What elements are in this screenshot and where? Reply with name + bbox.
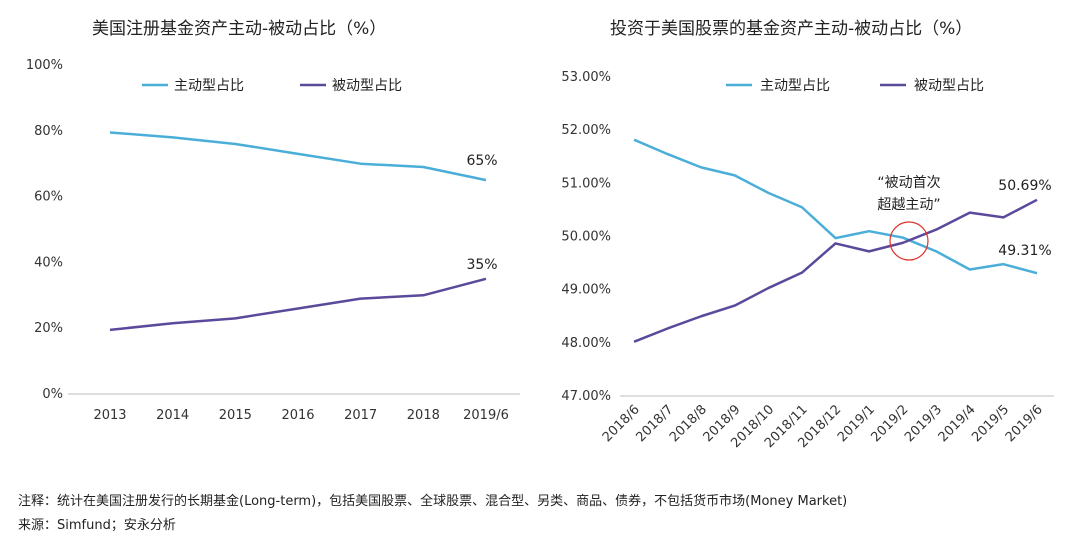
left-y-tick-label: 20% xyxy=(34,321,63,336)
left-x-tick-label: 2019/6 xyxy=(463,408,509,423)
right-y-tick-label: 49.00% xyxy=(561,283,611,298)
left-y-tick-label: 40% xyxy=(34,255,63,270)
right-chart-title: 投资于美国股票的基金资产主动-被动占比（%） xyxy=(610,19,973,39)
right-y-tick-label: 47.00% xyxy=(561,389,611,404)
left-legend-passive-label: 被动型占比 xyxy=(332,78,402,94)
right-y-tick-label: 50.00% xyxy=(561,230,611,245)
footnote: 注释：统计在美国注册发行的长期基金(Long-term)，包括美国股票、全球股票… xyxy=(18,494,848,509)
right-passive-end-label: 50.69% xyxy=(998,178,1051,194)
right-series-line-active xyxy=(633,138,1038,275)
left-y-tick-label: 100% xyxy=(26,58,63,73)
left-x-tick-label: 2013 xyxy=(93,408,126,423)
left-x-tick-label: 2018 xyxy=(407,408,440,423)
left-active-end-label: 65% xyxy=(466,153,497,169)
left-chart-title: 美国注册基金资产主动-被动占比（%） xyxy=(92,19,387,39)
left-x-tick-label: 2017 xyxy=(344,408,377,423)
charts-canvas: 0% 20% 40% 60% 80% 100% 2013 2014 2015 2016 2017 20… xyxy=(26,58,1054,451)
right-y-tick-label: 53.00% xyxy=(561,70,611,85)
right-y-tick-label: 51.00% xyxy=(561,176,611,191)
left-legend-active-label: 主动型占比 xyxy=(174,78,244,94)
left-x-tick-label: 2014 xyxy=(156,408,189,423)
left-series-line-active xyxy=(109,131,487,182)
right-x-tick-label: 2019/6 xyxy=(1003,402,1046,445)
right-legend-active-label: 主动型占比 xyxy=(760,78,830,94)
right-y-tick-label: 52.00% xyxy=(561,123,611,138)
crossover-annotation-line1: “被动首次 xyxy=(877,175,940,191)
crossover-annotation-line2: 超越主动” xyxy=(877,197,940,213)
right-y-tick-label: 48.00% xyxy=(561,336,611,351)
right-active-end-label: 49.31% xyxy=(998,243,1051,259)
left-y-tick-label: 80% xyxy=(34,124,63,139)
right-legend-passive-label: 被动型占比 xyxy=(914,78,984,94)
left-passive-end-label: 35% xyxy=(466,257,497,273)
right-series-line-passive xyxy=(633,198,1038,343)
left-x-tick-label: 2016 xyxy=(281,408,314,423)
left-x-tick-label: 2015 xyxy=(219,408,252,423)
crossover-highlight-circle xyxy=(889,221,929,261)
left-series-line-passive xyxy=(109,277,487,332)
left-y-tick-label: 0% xyxy=(42,387,63,402)
source-note: 来源：Simfund；安永分析 xyxy=(18,518,176,533)
left-y-tick-label: 60% xyxy=(34,190,63,205)
